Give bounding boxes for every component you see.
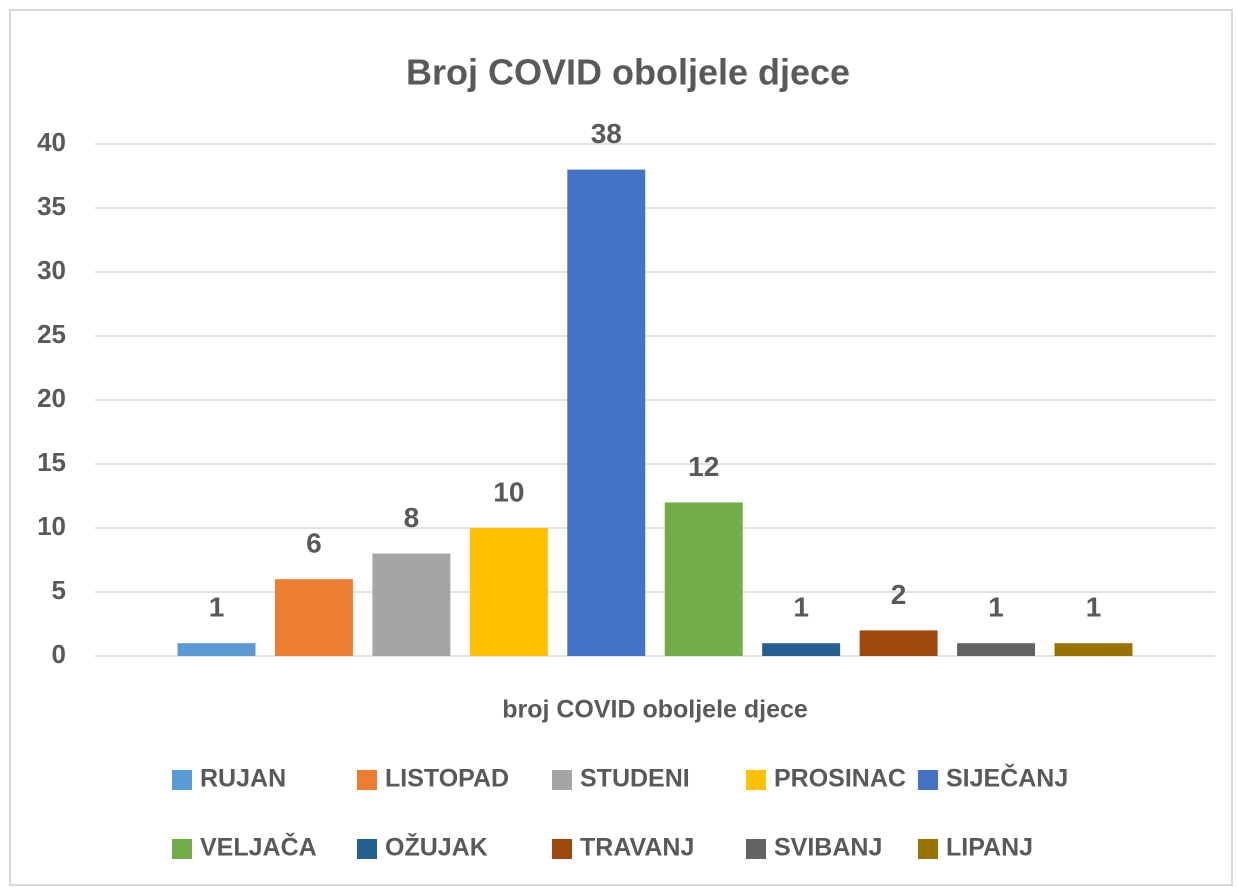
bar [957,643,1036,656]
data-label: 6 [306,528,322,559]
legend-label: TRAVANJ [580,834,694,862]
bar [664,502,743,656]
legend-swatch [918,839,938,859]
y-tick-label: 30 [37,255,66,285]
legend-swatch [172,770,192,790]
bar [469,528,548,656]
legend-label: PROSINAC [774,765,906,793]
bar [1054,643,1133,656]
data-label: 1 [988,592,1004,623]
data-label: 1 [793,592,809,623]
x-axis-label: broj COVID oboljele djece [502,696,808,724]
legend-label: SIJEČANJ [946,763,1068,793]
data-label: 38 [591,118,622,149]
data-label: 1 [209,592,225,623]
legend-label: OŽUJAK [385,832,488,862]
legend-label: VELJAČA [200,832,317,862]
bar [177,643,256,656]
bar [762,643,841,656]
data-label: 10 [493,476,524,507]
legend-swatch [172,839,192,859]
legend-label: SVIBANJ [774,834,882,862]
legend-label: LISTOPAD [385,765,509,793]
bar [859,630,938,656]
bar [372,553,451,656]
legend-label: LIPANJ [946,834,1033,862]
data-label: 12 [688,451,719,482]
chart-title: Broj COVID oboljele djece [406,52,850,93]
data-label: 8 [404,502,420,533]
bar [274,579,353,656]
data-label: 2 [891,579,907,610]
y-tick-label: 0 [52,639,66,669]
bar [567,169,646,656]
legend-swatch [746,839,766,859]
y-tick-label: 15 [37,447,66,477]
y-tick-label: 10 [37,511,66,541]
legend-swatch [552,839,572,859]
data-label: 1 [1086,592,1102,623]
legend-swatch [552,770,572,790]
legend-label: STUDENI [580,765,690,793]
legend-swatch [357,839,377,859]
legend-swatch [746,770,766,790]
legend-swatch [357,770,377,790]
y-tick-label: 20 [37,383,66,413]
y-tick-label: 25 [37,319,66,349]
legend-swatch [918,770,938,790]
y-tick-label: 40 [37,127,66,157]
y-tick-label: 5 [52,575,66,605]
y-tick-label: 35 [37,191,66,221]
legend-label: RUJAN [200,765,286,793]
